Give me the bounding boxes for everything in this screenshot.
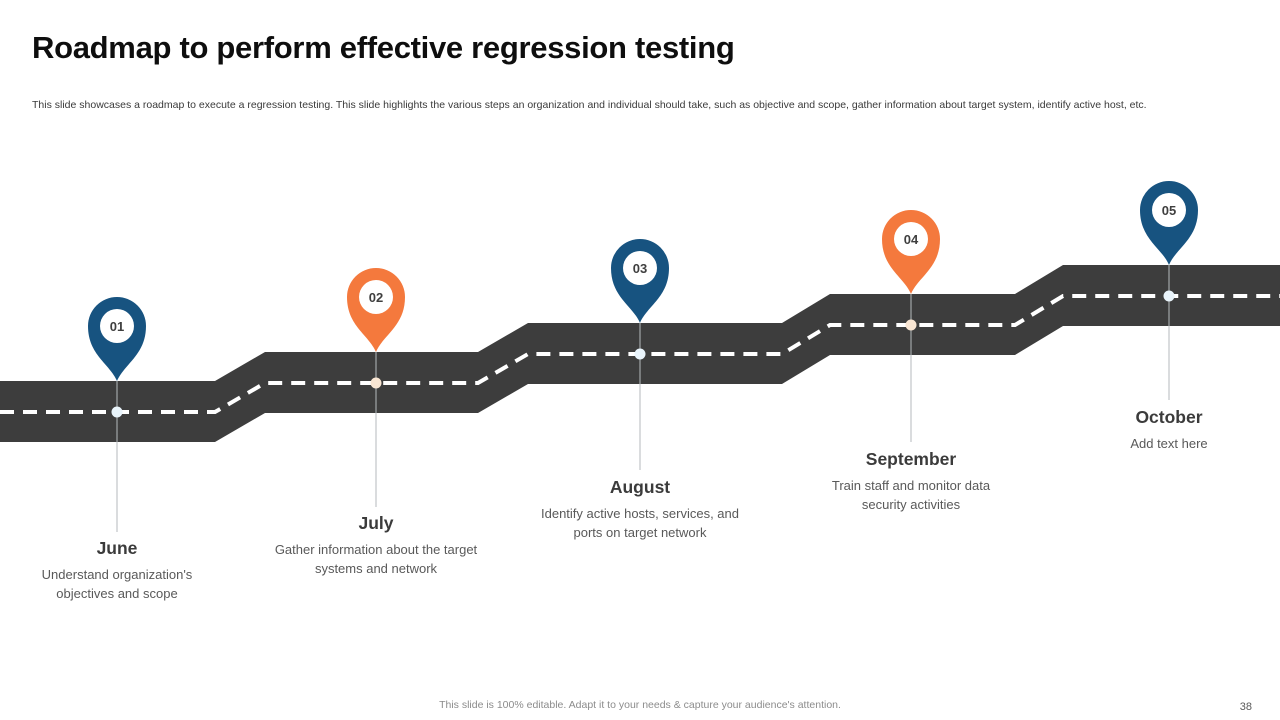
pin-hole — [1152, 193, 1186, 227]
pin-number: 02 — [369, 290, 383, 305]
milestone-month: July — [358, 513, 394, 533]
road-dot-1 — [111, 406, 123, 418]
milestone-month: September — [865, 449, 957, 469]
pin-hole — [623, 251, 657, 285]
milestone-description: Identify active hosts, services, and por… — [541, 506, 739, 540]
milestone-pin-04: 04 — [882, 210, 940, 294]
milestone-month: October — [1135, 407, 1203, 427]
milestone-pin-02: 02 — [347, 268, 405, 352]
milestone-description: Gather information about the target syst… — [274, 542, 478, 576]
milestone-pin-01: 01 — [88, 297, 146, 381]
page-number: 38 — [1239, 701, 1252, 713]
page-title: Roadmap to perform effective regression … — [32, 30, 735, 65]
milestone-month: August — [609, 477, 671, 497]
footer-note: This slide is 100% editable. Adapt it to… — [439, 699, 841, 711]
pin-hole — [359, 280, 393, 314]
milestone-pin-03: 03 — [611, 239, 669, 323]
milestone-description: Understand organization's objectives and… — [41, 567, 193, 601]
milestone-pin-05: 05 — [1140, 181, 1198, 265]
pin-number: 05 — [1162, 203, 1176, 218]
milestone-october: October Add text here — [1094, 407, 1244, 454]
slide-subtitle: This slide showcases a roadmap to execut… — [32, 99, 1147, 111]
pin-hole — [100, 309, 134, 343]
road-dot-2 — [370, 377, 382, 389]
road-centerline — [0, 294, 1280, 414]
milestone-description: Train staff and monitor data security ac… — [831, 478, 991, 512]
pin-number: 04 — [904, 232, 919, 247]
pin-hole — [894, 222, 928, 256]
road-dot-5 — [1163, 290, 1175, 302]
road-dots — [111, 290, 1175, 418]
milestone-september: September Train staff and monitor data s… — [824, 449, 999, 515]
milestone-month: June — [96, 538, 138, 558]
milestone-june: June Understand organization's objective… — [25, 538, 210, 604]
milestone-august: August Identify active hosts, services, … — [533, 477, 748, 543]
pin-number: 01 — [110, 319, 124, 334]
milestone-description: Add text here — [1130, 436, 1208, 451]
road-dot-4 — [905, 319, 917, 331]
milestone-july: July Gather information about the target… — [274, 513, 479, 579]
road-dot-3 — [634, 348, 646, 360]
pin-number: 03 — [633, 261, 647, 276]
